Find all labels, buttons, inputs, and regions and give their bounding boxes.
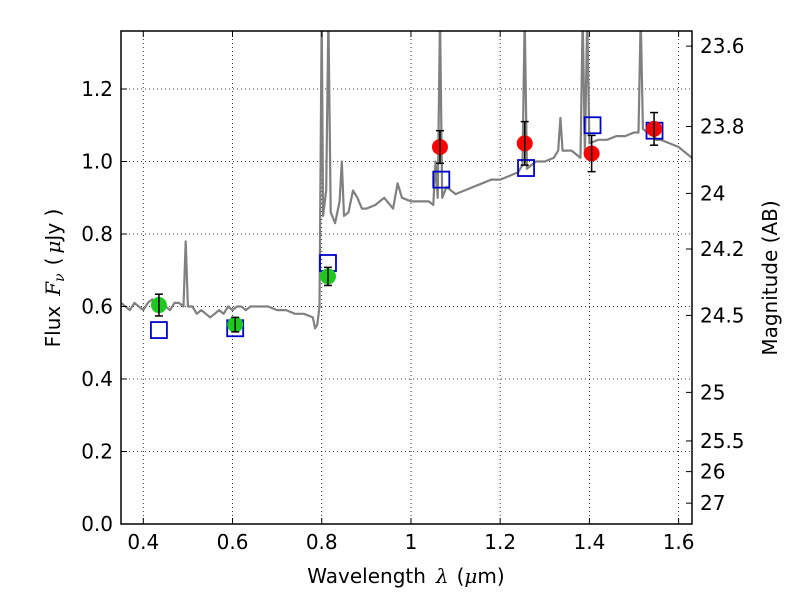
y2-tick-label: 25 (700, 380, 725, 404)
x-tick-label: 1.4 (573, 530, 605, 554)
tick-labels: 0.4 0.6 0.8 1 1.2 1.4 1.6 0.0 0.2 0.4 0.6 0.8 1.0 1.2… (81, 34, 744, 554)
y2-tick-label: 24.5 (700, 303, 745, 327)
grid-lines (121, 31, 692, 524)
y-tick-label: 0.8 (81, 222, 113, 246)
y-tick-label: 1.2 (81, 77, 113, 101)
model-point-square (150, 321, 168, 339)
error-bars (154, 111, 659, 333)
x-tick-label: 1.6 (663, 530, 695, 554)
axis-ticks (121, 31, 692, 525)
x-tick-label: 1 (405, 530, 418, 554)
spectrum-line (121, 31, 692, 330)
plot-frame (120, 30, 693, 525)
y-tick-label: 0.6 (81, 295, 113, 319)
y2-tick-label: 27 (700, 491, 725, 515)
y2-tick-label: 24.2 (700, 237, 745, 261)
x-axis-label: Wavelength λ (μm) (307, 564, 504, 588)
model-point-square (432, 170, 451, 189)
y2-tick-label: 24 (700, 181, 725, 205)
model-point-square (517, 159, 535, 177)
right-axis-label: Magnitude (AB) (758, 200, 782, 355)
y-axis-label: FluxFν(μJy ) (41, 209, 68, 348)
y-tick-label: 0.2 (81, 440, 113, 464)
model-point-square (583, 116, 602, 135)
x-tick-label: 0.6 (217, 530, 249, 554)
y-tick-label: 0.4 (81, 367, 113, 391)
y2-tick-label: 25.5 (700, 429, 745, 453)
x-tick-label: 1.2 (484, 530, 516, 554)
y2-tick-label: 23.6 (700, 34, 745, 58)
y2-tick-label: 23.8 (700, 115, 745, 139)
spectrum-series (121, 31, 692, 330)
x-tick-label: 0.8 (306, 530, 338, 554)
data-markers (150, 116, 664, 339)
y-tick-label: 1.0 (81, 150, 113, 174)
y-tick-label: 0.0 (81, 512, 113, 536)
y2-tick-label: 26 (700, 460, 725, 484)
x-tick-label: 0.4 (127, 530, 159, 554)
